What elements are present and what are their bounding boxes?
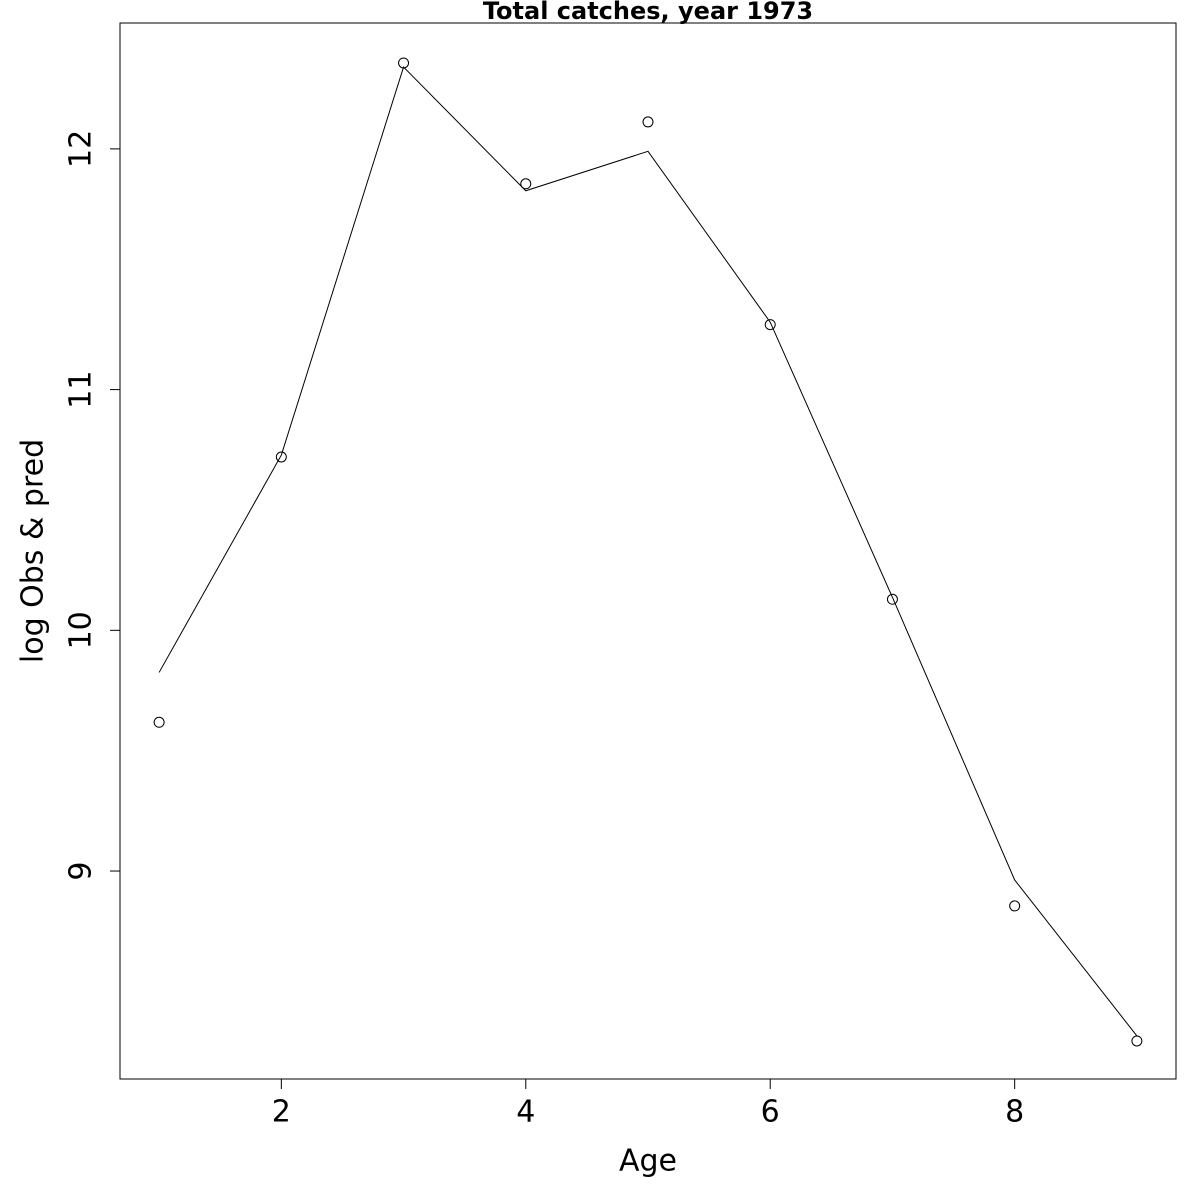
observed-point <box>153 716 165 728</box>
observed-point <box>520 178 532 190</box>
observed-point <box>1009 900 1021 912</box>
x-tick-label: 8 <box>1005 1095 1024 1130</box>
y-tick-label: 10 <box>64 611 99 649</box>
chart-title: Total catches, year 1973 <box>483 0 813 25</box>
x-tick-label: 2 <box>272 1095 291 1130</box>
observed-point <box>275 451 287 463</box>
predicted-line <box>158 66 1138 1037</box>
observed-point <box>642 116 654 128</box>
x-tick-label: 4 <box>516 1095 535 1130</box>
y-tick-label: 12 <box>64 130 99 168</box>
y-tick-label: 9 <box>64 861 99 880</box>
plot-frame <box>119 22 1177 1080</box>
observed-point <box>1131 1035 1143 1047</box>
observed-point <box>764 319 776 331</box>
x-tick-label: 6 <box>761 1095 780 1130</box>
y-tick-label: 11 <box>64 371 99 409</box>
y-axis-label: log Obs & pred <box>16 439 51 663</box>
x-axis-label: Age <box>619 1144 677 1179</box>
observed-point <box>886 593 898 605</box>
